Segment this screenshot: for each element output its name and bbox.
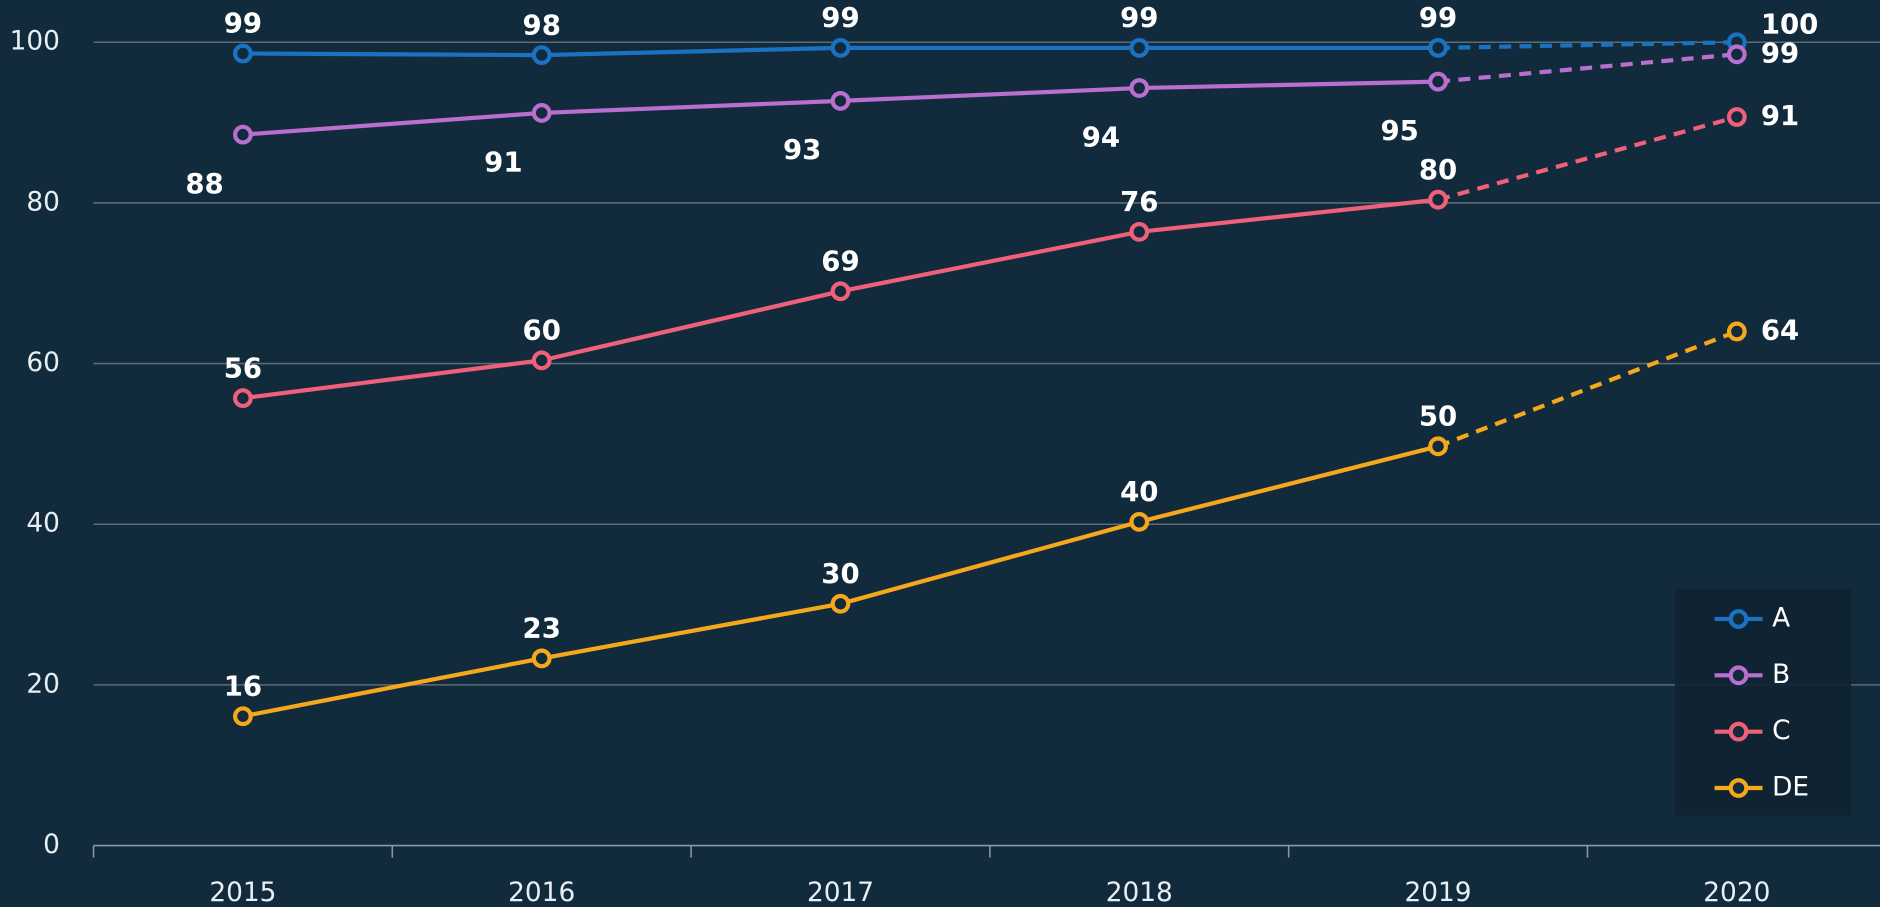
- data-label: 23: [523, 612, 561, 645]
- point: [830, 37, 851, 58]
- legend-label: C: [1772, 716, 1790, 746]
- series-line-projection: [1437, 114, 1738, 202]
- legend-marker: [1728, 609, 1749, 629]
- point: [233, 388, 253, 409]
- y-tick-label: 40: [26, 509, 60, 539]
- data-label: 56: [224, 351, 262, 384]
- data-label: 99: [1761, 36, 1799, 69]
- y-tick-label: 20: [26, 669, 60, 699]
- data-label: 98: [523, 8, 561, 41]
- y-tick-label: 80: [26, 187, 60, 217]
- data-label: 88: [185, 167, 223, 200]
- y-tick-label: 100: [10, 27, 60, 57]
- data-label: 69: [821, 245, 859, 278]
- series-line-projection: [1437, 329, 1738, 449]
- point: [830, 91, 851, 111]
- point: [531, 103, 552, 123]
- point: [830, 593, 851, 614]
- data-label: 95: [1381, 114, 1419, 147]
- x-tick-label: 2015: [209, 878, 276, 907]
- data-label: 100: [1761, 7, 1819, 40]
- data-label: 40: [1120, 475, 1158, 508]
- data-label: 99: [821, 1, 859, 34]
- x-tick-label: 2017: [807, 878, 874, 907]
- legend-box: [1674, 588, 1852, 816]
- data-label: 91: [1761, 99, 1799, 132]
- point: [1726, 321, 1747, 342]
- series-line-projection: [1437, 52, 1738, 84]
- point: [1428, 436, 1448, 457]
- data-label: 93: [783, 133, 821, 166]
- point: [233, 706, 253, 727]
- point: [1726, 107, 1747, 127]
- x-tick-label: 2016: [508, 878, 575, 907]
- y-tick-label: 60: [26, 348, 60, 378]
- point: [1428, 71, 1448, 92]
- data-label: 60: [523, 314, 561, 347]
- data-label: 94: [1082, 120, 1120, 153]
- series-line-projection: [1438, 40, 1737, 50]
- x-tick-label: 2020: [1703, 878, 1770, 907]
- legend-marker: [1728, 721, 1749, 742]
- data-label: 91: [484, 145, 522, 178]
- data-label: 16: [224, 669, 262, 702]
- point: [1726, 44, 1747, 65]
- point: [531, 45, 552, 65]
- data-label: 99: [1419, 1, 1457, 34]
- point: [233, 43, 253, 64]
- legend-label: A: [1772, 603, 1790, 633]
- point: [1428, 189, 1448, 210]
- legend-marker: [1728, 778, 1749, 798]
- point: [1129, 78, 1150, 98]
- data-label: 30: [821, 557, 859, 590]
- x-tick-label: 2019: [1405, 878, 1472, 907]
- x-tick-label: 2018: [1106, 878, 1173, 907]
- point: [830, 281, 851, 302]
- point: [1129, 511, 1150, 532]
- data-label: 80: [1419, 153, 1457, 186]
- data-label: 50: [1419, 400, 1457, 433]
- legend-label: B: [1772, 660, 1790, 690]
- point: [1428, 37, 1448, 58]
- data-label: 76: [1120, 185, 1158, 218]
- data-label: 99: [224, 7, 262, 40]
- data-label: 64: [1761, 313, 1799, 346]
- point: [1129, 37, 1150, 58]
- y-tick-label: 0: [43, 830, 60, 860]
- point: [233, 124, 253, 145]
- point: [531, 350, 552, 371]
- point: [1129, 221, 1150, 242]
- legend-label: DE: [1772, 773, 1809, 803]
- data-label: 99: [1120, 1, 1158, 34]
- point: [531, 648, 552, 669]
- legend-marker: [1728, 665, 1749, 686]
